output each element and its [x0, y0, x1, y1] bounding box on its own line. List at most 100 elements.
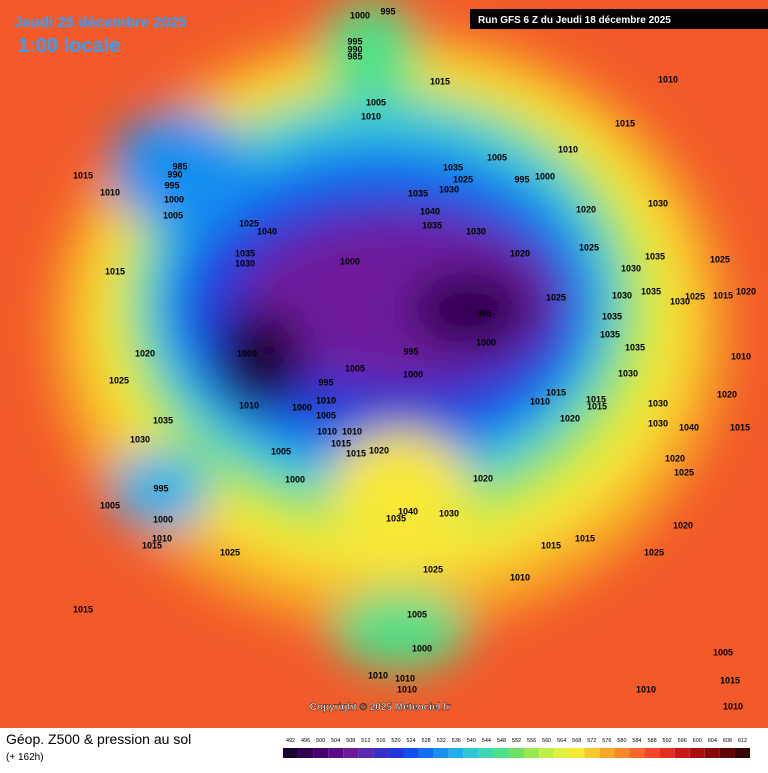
colorbar-label: 608 [723, 738, 732, 744]
pressure-label: 1000 [535, 171, 555, 181]
colorbar-label: 596 [678, 738, 687, 744]
pressure-label: 1015 [430, 76, 450, 86]
run-info: Run GFS 6 Z du Jeudi 18 décembre 2025 [478, 15, 671, 26]
colorbar-label: 544 [482, 738, 491, 744]
pressure-label: 1015 [541, 540, 561, 550]
pressure-label: 995 [403, 346, 418, 356]
pressure-label: 990 [167, 169, 182, 179]
colorbar-swatch [328, 748, 344, 758]
pressure-label: 1035 [625, 342, 645, 352]
pressure-label: 1005 [316, 410, 336, 420]
pressure-label: 1005 [366, 97, 386, 107]
pressure-label: 1040 [679, 422, 699, 432]
pressure-label: 1025 [674, 467, 694, 477]
pressure-label: 1020 [673, 520, 693, 530]
pressure-label: 995 [153, 483, 168, 493]
colorbar-label: 560 [542, 738, 551, 744]
colorbar-label: 504 [331, 738, 340, 744]
map-title: Géop. Z500 & pression au sol [6, 731, 191, 747]
colorbar-swatch [674, 748, 690, 758]
colorbar-swatch [569, 748, 585, 758]
pressure-label: 1030 [439, 508, 459, 518]
colorbar-swatch [599, 748, 615, 758]
pressure-label: 1015 [586, 394, 606, 404]
pressure-label: 1000 [476, 337, 496, 347]
pressure-label: 1020 [135, 348, 155, 358]
colorbar-swatch [554, 748, 570, 758]
pressure-label: 1035 [422, 220, 442, 230]
colorbar-label: 540 [467, 738, 476, 744]
pressure-label: 1030 [439, 184, 459, 194]
pressure-label: 1010 [239, 400, 259, 410]
pressure-label: 1000 [285, 474, 305, 484]
colorbar-label: 508 [346, 738, 355, 744]
colorbar-label: 516 [376, 738, 385, 744]
colorbar-swatch [524, 748, 540, 758]
colorbar-swatch [614, 748, 630, 758]
pressure-label: 1015 [713, 290, 733, 300]
pressure-label: 1025 [685, 291, 705, 301]
pressure-label: 1025 [239, 218, 259, 228]
colorbar-swatch [644, 748, 660, 758]
pressure-label: 1015 [546, 387, 566, 397]
colorbar-label: 528 [422, 738, 431, 744]
pressure-label: 995 [514, 174, 529, 184]
pressure-label: 1035 [443, 162, 463, 172]
pressure-label: 1020 [369, 445, 389, 455]
pressure-label: 1025 [109, 375, 129, 385]
pressure-label: 1010 [510, 572, 530, 582]
pressure-label: 1030 [670, 296, 690, 306]
pressure-label: 995 [380, 6, 395, 16]
pressure-label: 1005 [713, 647, 733, 657]
pressure-label: 1010 [636, 684, 656, 694]
pressure-label: 1000 [412, 643, 432, 653]
colorbar-label: 492 [286, 738, 295, 744]
pressure-label: 1010 [397, 684, 417, 694]
pressure-label: 1025 [220, 547, 240, 557]
colorbar-label: 588 [647, 738, 656, 744]
colorbar-swatch [704, 748, 720, 758]
pressure-label: 1010 [723, 701, 743, 711]
pressure-label: 1015 [587, 401, 607, 411]
colorbar-label: 548 [497, 738, 506, 744]
colorbar-label: 556 [527, 738, 536, 744]
colorbar-swatch [508, 748, 525, 758]
pressure-label: 1040 [257, 226, 277, 236]
pressure-label: 1015 [346, 448, 366, 458]
colorbar-label: 532 [437, 738, 446, 744]
pressure-label: 1020 [560, 413, 580, 423]
pressure-label: 1025 [644, 547, 664, 557]
pressure-label: 1035 [645, 251, 665, 261]
colorbar-swatch [629, 748, 645, 758]
colorbar-swatch [298, 748, 314, 758]
pressure-label: 1015 [73, 604, 93, 614]
pressure-label: 1015 [105, 266, 125, 276]
pressure-label: 1030 [612, 290, 632, 300]
pressure-label: 1030 [621, 263, 641, 273]
colorbar-swatch [689, 748, 705, 758]
pressure-label: 1025 [423, 564, 443, 574]
colorbar-label: 520 [391, 738, 400, 744]
pressure-label: 1030 [235, 258, 255, 268]
colorbar-swatch [343, 748, 359, 758]
colorbar-label: 604 [708, 738, 717, 744]
colorbar-swatch [403, 748, 419, 758]
pressure-label: 1010 [558, 144, 578, 154]
pressure-label: 1035 [153, 415, 173, 425]
pressure-label: 1005 [487, 152, 507, 162]
pressure-label: 1040 [420, 206, 440, 216]
pressure-label: 1000 [237, 348, 257, 358]
run-banner [470, 9, 768, 29]
pressure-label: 1035 [408, 188, 428, 198]
geopotential-field [0, 0, 768, 728]
colorbar-swatch [433, 748, 449, 758]
colorbar-swatch [463, 748, 479, 758]
pressure-label: 1000 [164, 194, 184, 204]
colorbar-label: 584 [632, 738, 641, 744]
pressure-label: 1030 [648, 198, 668, 208]
pressure-label: 995 [318, 377, 333, 387]
pressure-label: 1020 [510, 248, 530, 258]
pressure-label: 1020 [717, 389, 737, 399]
colorbar: 492 496 500 504 508 512 516 520 524 528 532 536 540 5… [283, 738, 750, 758]
pressure-label: 1000 [292, 402, 312, 412]
